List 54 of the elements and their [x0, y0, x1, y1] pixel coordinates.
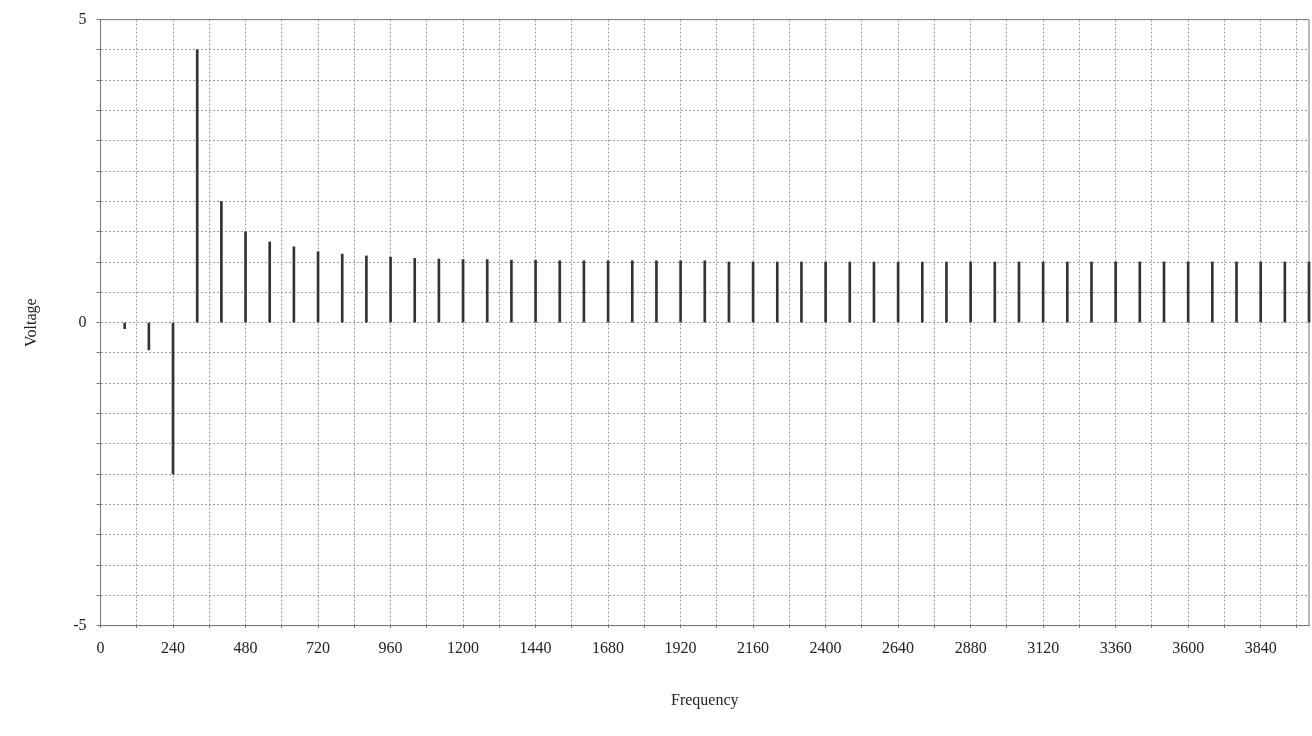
x-tick-label: 1920 — [664, 639, 697, 657]
bar — [485, 259, 489, 323]
bar — [558, 260, 562, 323]
bar — [268, 241, 272, 323]
bar — [945, 261, 948, 323]
y-tick-label: 5 — [78, 9, 87, 27]
bar — [244, 231, 247, 323]
x-tick-label: 1200 — [447, 639, 480, 657]
bar — [389, 256, 392, 323]
y-axis-title: Voltage — [21, 298, 40, 347]
x-tick-label: 3120 — [1027, 639, 1060, 657]
x-tick-label: 1680 — [592, 639, 625, 657]
x-tick-label: 2160 — [737, 639, 770, 657]
bar — [1235, 261, 1238, 323]
y-tick-label: 0 — [78, 312, 87, 330]
bar — [655, 260, 658, 323]
bar — [413, 258, 417, 323]
x-tick-label: 1440 — [519, 639, 552, 657]
x-tick-label: 2640 — [882, 639, 915, 657]
bar — [1210, 261, 1214, 323]
x-tick-label: 960 — [378, 639, 403, 657]
bar — [123, 322, 127, 329]
bar — [775, 261, 779, 323]
bar — [534, 259, 537, 323]
bar — [848, 261, 852, 323]
bar — [1065, 261, 1069, 323]
bar — [993, 261, 997, 323]
bar — [679, 260, 682, 323]
bar — [1138, 261, 1142, 323]
bar — [1090, 261, 1093, 323]
bar — [220, 201, 223, 323]
bar — [824, 261, 827, 323]
bar — [800, 261, 803, 323]
bar — [365, 255, 368, 323]
bar — [920, 261, 924, 323]
bar — [510, 259, 513, 323]
x-tick-label: 3360 — [1099, 639, 1132, 657]
bar — [1114, 261, 1117, 323]
bar — [630, 260, 634, 323]
x-tick-label: 3840 — [1244, 639, 1277, 657]
bar — [969, 261, 972, 323]
x-tick-label: 720 — [306, 639, 331, 657]
bar — [195, 49, 199, 323]
x-tick-label: 480 — [233, 639, 258, 657]
bar — [340, 253, 344, 323]
x-tick-label: 240 — [161, 639, 186, 657]
x-axis-title: Frequency — [671, 690, 739, 709]
x-tick-label: 3600 — [1172, 639, 1205, 657]
y-tick-label: -5 — [73, 615, 87, 633]
x-tick-label: 2880 — [954, 639, 987, 657]
x-tick-label: 0 — [96, 639, 105, 657]
bar — [1259, 261, 1262, 323]
x-tick-label: 2400 — [809, 639, 842, 657]
bar — [703, 260, 707, 323]
